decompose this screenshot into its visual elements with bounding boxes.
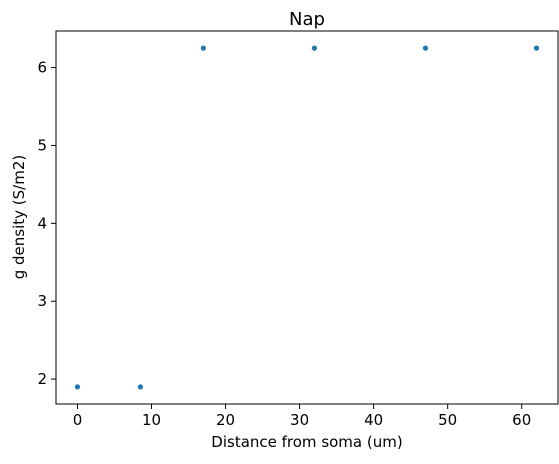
- plot-area: [55, 30, 559, 405]
- x-axis-label: Distance from soma (um): [211, 433, 402, 451]
- data-series: [74, 45, 540, 390]
- x-tick-label: 0: [73, 411, 83, 429]
- y-tick-label: 5: [37, 136, 47, 154]
- x-tick-label: 10: [142, 411, 161, 429]
- data-point: [137, 384, 144, 390]
- y-tick-label: 4: [37, 214, 47, 232]
- data-point: [200, 45, 206, 51]
- data-point: [533, 45, 540, 51]
- x-axis: 0 10 20 30 40 50 60: [73, 404, 531, 429]
- y-tick-label: 2: [37, 370, 47, 388]
- y-tick-label: 6: [37, 59, 47, 77]
- y-tick-label: 3: [37, 292, 47, 310]
- y-axis: 2 3 4 5 6: [37, 59, 56, 388]
- x-tick-label: 20: [216, 411, 235, 429]
- data-point: [422, 45, 429, 51]
- plot-frame: [55, 30, 559, 405]
- x-tick-label: 50: [438, 411, 457, 429]
- x-tick-label: 30: [290, 411, 309, 429]
- x-tick-label: 60: [512, 411, 531, 429]
- chart-title: Nap: [289, 9, 325, 30]
- y-axis-label: g density (S/m2): [10, 155, 28, 280]
- x-tick-label: 40: [364, 411, 383, 429]
- data-point: [74, 384, 81, 390]
- data-point: [311, 45, 318, 51]
